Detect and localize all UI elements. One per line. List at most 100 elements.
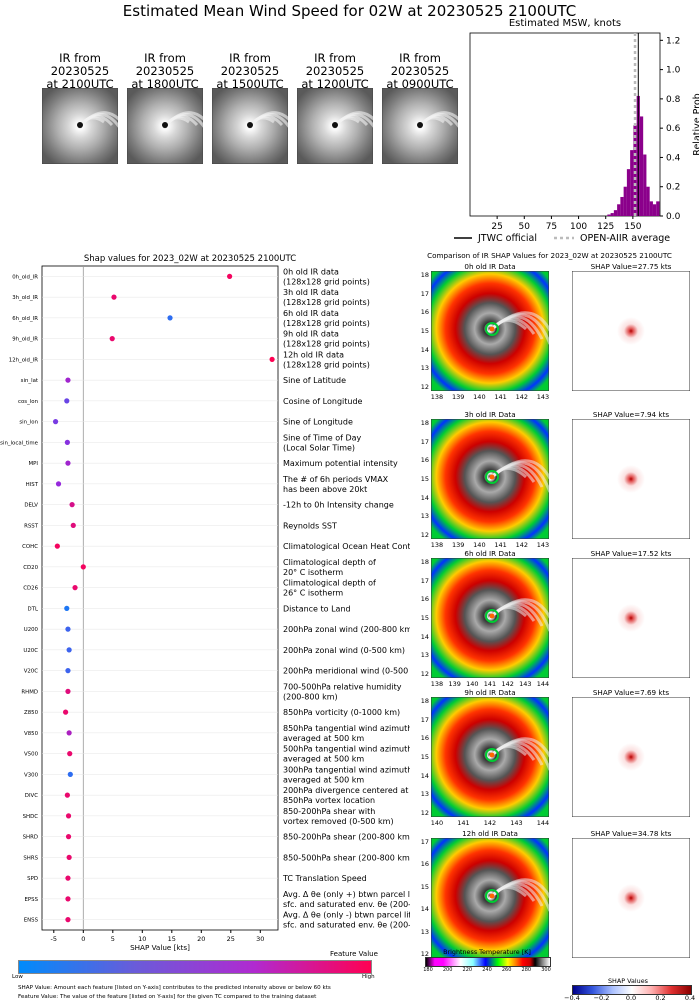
shap-point [69, 502, 75, 508]
ir-xtick-label: 140 [430, 819, 444, 827]
shap-feature-description: -12h to 0h Intensity change [283, 501, 394, 510]
ir-ytick-label: 16 [420, 734, 429, 743]
msw-xtick-label: 75 [546, 222, 557, 232]
shap-point [65, 917, 71, 923]
shap-feature-short-label: 6h_old_IR [12, 316, 38, 322]
shap-point [67, 771, 73, 777]
ir-eyewall [485, 322, 499, 336]
ir-ytick-label: 14 [420, 345, 429, 354]
msw-bar [652, 204, 657, 216]
shap-feature-description: 850-200hPa shear (200-800 km) [283, 833, 410, 842]
ir-eye [489, 474, 495, 480]
msw-xtick-label: 125 [597, 222, 614, 232]
msw-ytick-label: 0.6 [666, 124, 681, 134]
shap-heatmap [572, 697, 690, 817]
shap-point [52, 419, 59, 425]
shap-title: Shap values for 2023_02W at 20230525 210… [83, 254, 297, 264]
shap-tick-label: −0.4 [564, 994, 580, 1002]
ir-ytick-label: 12 [420, 809, 429, 817]
ir-thumbnail-label: IR from 20230525 at 0900UTC [386, 51, 454, 91]
ir-ytick-label: 13 [420, 790, 429, 799]
shap-feature-description: (128x128 grid points) [283, 360, 370, 369]
ir-xtick-label: 141 [483, 680, 497, 688]
ir-eye [417, 122, 423, 128]
msw-bar [643, 154, 647, 216]
ir-spiral-band [488, 459, 549, 481]
shap-tick-label: 0.0 [625, 994, 637, 1002]
ir-colored-image [431, 419, 549, 539]
shap-point [66, 730, 72, 736]
shap-feature-description: Avg. Δ θe (only -) btwn parcel lifted fr… [283, 911, 410, 920]
ir-xtick-label: 141 [494, 393, 507, 401]
msw-histogram: 25 50 75 100 125 150 0.0 0.2 0.4 0.6 0.8 1.0 1.2 Rela… [454, 32, 699, 244]
shap-hotspot [603, 870, 659, 926]
shap-feature-short-label: CD26 [23, 586, 38, 592]
shap-feature-short-label: Z850 [24, 710, 39, 716]
ir-colored-image [431, 558, 549, 678]
shap-feature-short-label: 9h_old_IR [12, 337, 38, 343]
shap-feature-description: 0h old IR data [283, 267, 339, 276]
ir-thumbnail-label: IR from 20230525 at 1200UTC [301, 51, 369, 91]
shap-feature-description: 200hPa zonal wind (0-500 km) [283, 646, 405, 655]
ir-xtick-label: 138 [430, 541, 444, 549]
msw-bar [613, 210, 618, 216]
ir-spiral-band [488, 737, 549, 759]
shap-feature-short-label: U20C [23, 648, 38, 654]
shap-tick-label: −0.2 [593, 994, 610, 1002]
shap-panel-title: SHAP Value=34.78 kts [590, 829, 672, 838]
shap-point [65, 813, 72, 819]
ir-xtick-label: 140 [473, 541, 486, 549]
msw-ytick-label: 1.0 [666, 66, 681, 76]
shap-feature-description: has been above 20kt [283, 485, 367, 494]
shap-feature-short-label: V300 [24, 772, 39, 778]
ir-ytick-label: 18 [420, 271, 429, 279]
shap-colorbar [572, 985, 692, 995]
shap-feature-short-label: V500 [24, 752, 39, 758]
ir-ytick-label: 15 [420, 614, 429, 622]
shap-feature-description: vortex removed (0-500 km) [283, 817, 394, 826]
shap-feature-description: 850-200hPa shear with [283, 807, 375, 816]
ir-thumbnail-label: IR from 20230525 at 2100UTC [46, 51, 114, 91]
legend-jtwc-label: JTWC official [477, 233, 537, 244]
msw-ytick-label: 0.8 [666, 95, 681, 105]
shap-heatmap [572, 419, 690, 539]
shap-feature-short-label: V20C [24, 669, 39, 675]
shap-feature-short-label: SPD [27, 876, 38, 882]
bt-tick-label: 260 [501, 967, 512, 973]
ir-ytick-label: 18 [420, 697, 429, 705]
ir-ytick-label: 12 [420, 950, 429, 958]
shap-point [65, 688, 71, 694]
msw-bar [617, 204, 621, 216]
shap-feature-description: 850hPa vorticity (0-1000 km) [283, 708, 400, 717]
shap-feature-description: sfc. and saturated env. θe (200-800 km) [283, 900, 410, 909]
shap-point [65, 626, 71, 632]
ir-spiral-band [248, 111, 288, 128]
shap-point [64, 398, 70, 404]
ir-spiral-band [488, 598, 549, 620]
ir-xtick-label: 144 [536, 819, 550, 827]
shap-feature-short-label: DIVC [25, 793, 38, 799]
ir-ytick-label: 12 [420, 531, 429, 539]
ir-ytick-label: 17 [420, 437, 429, 446]
shap-point [80, 564, 86, 570]
msw-ytick-label: 0.4 [666, 153, 681, 163]
ir-xtick-label: 139 [448, 680, 461, 688]
ir-colored-image [431, 838, 549, 958]
shap-feature-description: averaged at 500 km [283, 755, 364, 764]
shap-point [227, 273, 233, 279]
shap-tick-label: 0.4 [684, 994, 696, 1002]
note-shap: SHAP Value: Amount each feature [listed … [18, 985, 331, 991]
note-feature: Feature Value: The value of the feature … [18, 994, 317, 1000]
shap-xtick-label: 30 [256, 935, 264, 943]
msw-ytick-label: 0.2 [666, 183, 680, 193]
shap-point [72, 585, 78, 591]
shap-heatmap [572, 558, 690, 678]
comparison-title: Comparison of IR SHAP Values for 2023_02… [427, 251, 672, 260]
ir-ytick-label: 13 [420, 651, 429, 660]
shap-feature-description: (Local Solar Time) [283, 443, 355, 452]
shap-point [167, 315, 173, 321]
shap-xtick-label: 20 [197, 935, 205, 943]
shap-xlabel: SHAP Value [kts] [130, 943, 190, 952]
ir-thumbnail-label: IR from 20230525 at 1500UTC [216, 51, 284, 91]
shap-xtick-label: 0 [81, 935, 85, 943]
